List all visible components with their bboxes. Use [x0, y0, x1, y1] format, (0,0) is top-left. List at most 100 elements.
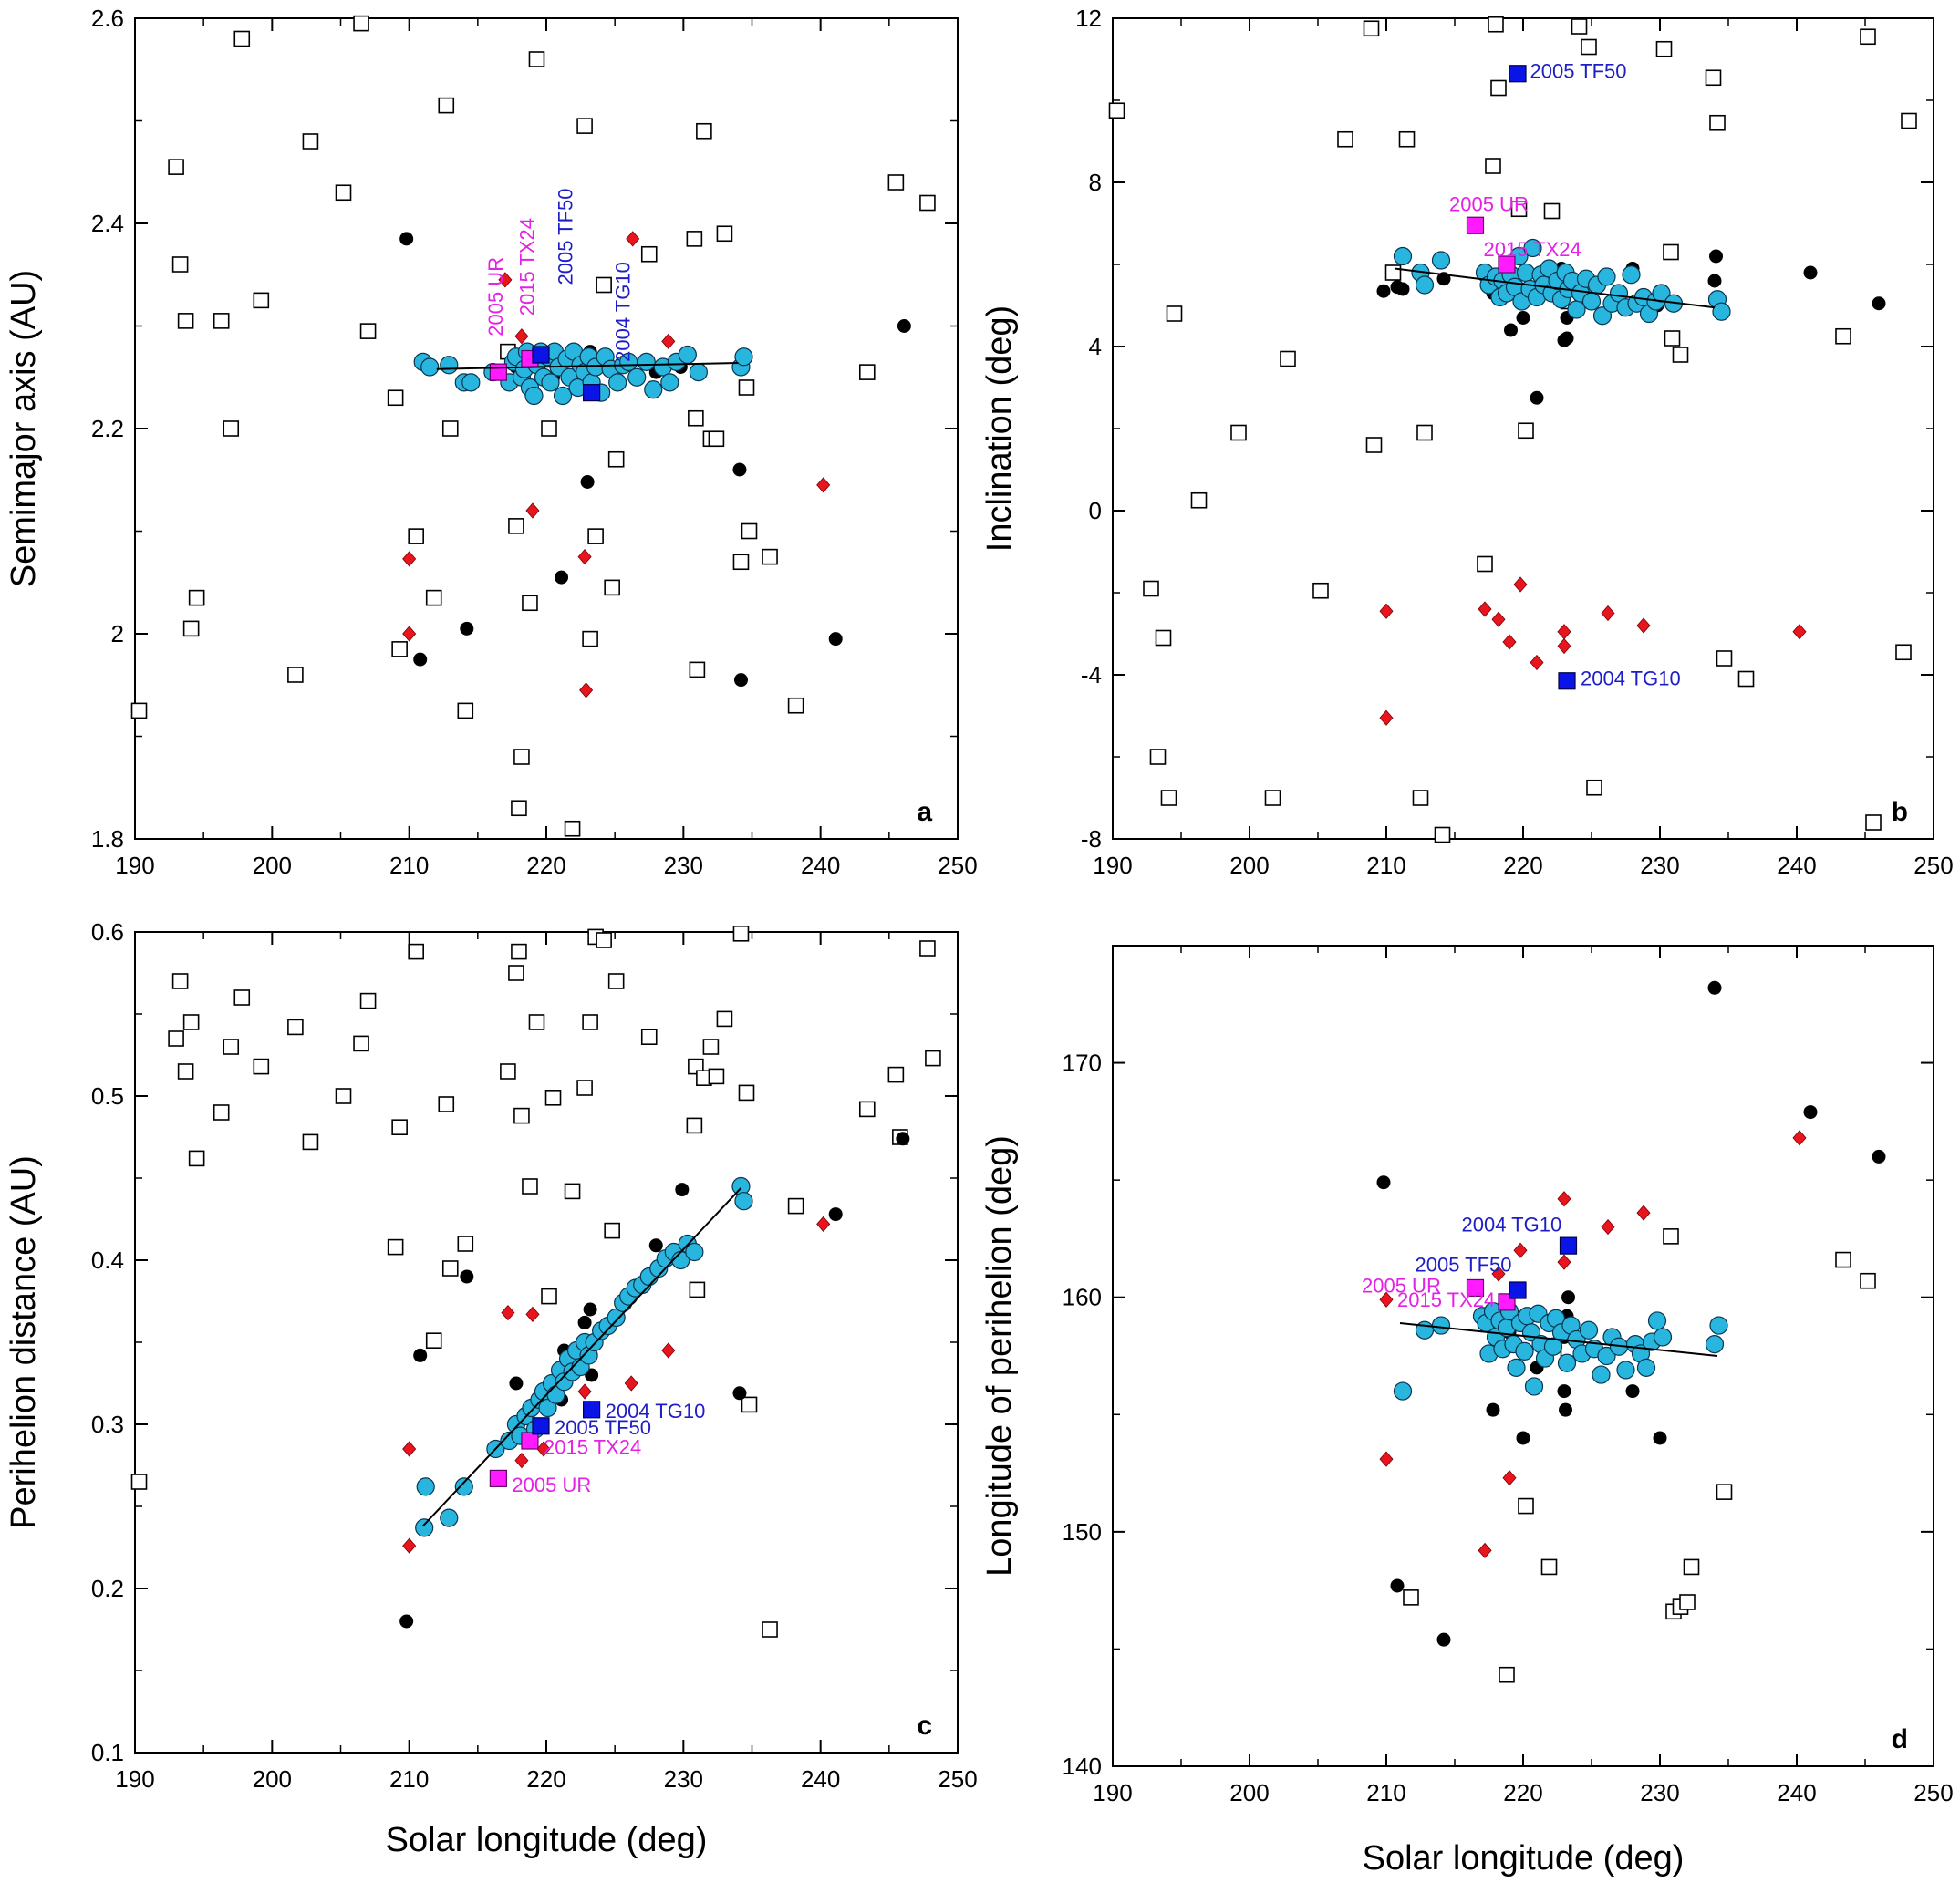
data-point-open-square — [389, 390, 403, 405]
data-point-black-dot — [896, 1132, 909, 1145]
data-point-open-square — [1572, 19, 1587, 34]
data-point-black-dot — [1487, 1403, 1500, 1417]
x-tick-label: 210 — [1366, 1779, 1405, 1806]
data-point-open-square — [1587, 781, 1602, 795]
x-tick-label: 250 — [1913, 1779, 1953, 1806]
annotation-2004-tg10: 2004 TG10 — [606, 1400, 706, 1423]
data-point-open-square — [214, 1105, 229, 1120]
data-point-open-square — [1499, 1668, 1514, 1682]
y-tick-label: 2.2 — [91, 415, 124, 442]
data-point-open-square — [588, 529, 603, 543]
data-point-open-square — [1400, 132, 1415, 147]
annotation-2004-tg10: 2004 TG10 — [1462, 1214, 1562, 1236]
data-point-cyan-circle — [1617, 1361, 1634, 1379]
x-tick-label: 210 — [389, 852, 429, 879]
data-point-open-square — [703, 1040, 718, 1054]
x-tick-label: 200 — [253, 852, 292, 879]
data-point-open-square — [234, 32, 249, 47]
data-point-black-dot — [897, 319, 911, 333]
figure-canvas: 190 200 210 220 230 240 2501.822.22.42.6Semima… — [0, 0, 1960, 1883]
data-point-2015-tx24 — [522, 1433, 538, 1449]
data-point-cyan-circle — [1516, 1342, 1533, 1360]
data-point-black-dot — [1561, 1290, 1575, 1304]
data-point-black-dot — [1377, 285, 1391, 298]
data-point-cyan-circle — [628, 368, 646, 386]
data-point-cyan-circle — [609, 374, 627, 391]
y-axis-label: Perihelion distance (AU) — [5, 1155, 43, 1529]
data-point-open-square — [596, 933, 611, 947]
data-point-open-square — [920, 196, 935, 211]
data-point-open-square — [546, 1091, 561, 1105]
data-point-cyan-circle — [645, 381, 662, 398]
x-tick-label: 190 — [1093, 852, 1132, 879]
annotation-2005-ur: 2005 UR — [484, 257, 507, 336]
data-point-open-square — [354, 1036, 368, 1050]
data-point-open-square — [1902, 114, 1916, 129]
data-point-open-square — [1665, 331, 1680, 346]
y-tick-label: 150 — [1063, 1518, 1102, 1546]
data-point-2004-tg10 — [584, 385, 600, 401]
y-tick-label: 1.8 — [91, 825, 124, 853]
data-point-cyan-circle — [1713, 303, 1730, 320]
data-point-open-square — [1486, 159, 1500, 173]
data-point-open-square — [1664, 245, 1678, 260]
data-point-open-square — [173, 974, 188, 988]
annotation-2015-tx24: 2015 TX24 — [1397, 1288, 1495, 1311]
data-point-black-dot — [1804, 266, 1818, 280]
data-point-open-square — [254, 293, 268, 307]
data-point-black-dot — [1709, 250, 1723, 264]
data-point-cyan-circle — [1649, 1312, 1666, 1329]
data-point-2004-tg10 — [1559, 673, 1575, 689]
data-point-open-square — [733, 554, 748, 569]
data-point-open-square — [1110, 103, 1125, 118]
data-point-open-square — [717, 226, 731, 241]
data-point-open-square — [1717, 651, 1732, 666]
y-tick-label: 2 — [111, 620, 124, 647]
data-point-cyan-circle — [525, 388, 543, 405]
data-point-open-square — [1706, 70, 1721, 85]
data-point-open-square — [1281, 352, 1295, 367]
data-point-open-square — [1836, 329, 1851, 344]
data-point-open-square — [190, 591, 204, 605]
data-point-open-square — [514, 750, 529, 764]
data-point-open-square — [1156, 631, 1171, 646]
data-point-open-square — [1657, 42, 1672, 57]
data-point-black-dot — [734, 673, 748, 687]
data-point-open-square — [458, 1236, 472, 1251]
data-point-open-square — [920, 941, 935, 956]
x-tick-label: 240 — [801, 852, 840, 879]
y-tick-label: 0.2 — [91, 1575, 124, 1602]
data-point-open-square — [179, 1064, 193, 1079]
data-point-cyan-circle — [638, 353, 655, 370]
data-point-black-dot — [829, 632, 843, 646]
data-point-open-square — [1417, 426, 1432, 440]
data-point-cyan-circle — [1581, 1321, 1598, 1339]
data-point-cyan-circle — [1623, 266, 1640, 284]
data-point-open-square — [223, 1040, 238, 1054]
data-point-black-dot — [1626, 1384, 1640, 1398]
data-point-open-square — [184, 1015, 199, 1029]
data-point-cyan-circle — [686, 1244, 703, 1261]
data-point-open-square — [596, 278, 611, 293]
x-tick-label: 240 — [801, 1765, 840, 1793]
data-point-open-square — [1404, 1590, 1418, 1605]
x-tick-label: 220 — [1503, 1779, 1542, 1806]
data-point-cyan-circle — [455, 1478, 472, 1495]
data-point-cyan-circle — [1638, 1359, 1655, 1376]
panel-letter: a — [917, 797, 932, 827]
y-axis-label: Semimajor axis (AU) — [5, 270, 43, 587]
annotation-2005-tf50: 2005 TF50 — [1416, 1253, 1512, 1276]
data-point-open-square — [690, 1282, 704, 1297]
data-point-open-square — [542, 421, 556, 436]
data-point-cyan-circle — [690, 364, 707, 381]
y-tick-label: 140 — [1063, 1753, 1102, 1780]
x-tick-label: 250 — [938, 1765, 977, 1793]
y-tick-label: 0.6 — [91, 918, 124, 946]
data-point-black-dot — [1396, 283, 1410, 296]
y-tick-label: 0 — [1089, 497, 1102, 524]
data-point-cyan-circle — [679, 347, 696, 364]
x-tick-label: 220 — [526, 852, 565, 879]
data-point-black-dot — [1377, 1175, 1391, 1189]
data-point-open-square — [542, 1289, 556, 1304]
data-point-open-square — [565, 822, 580, 836]
